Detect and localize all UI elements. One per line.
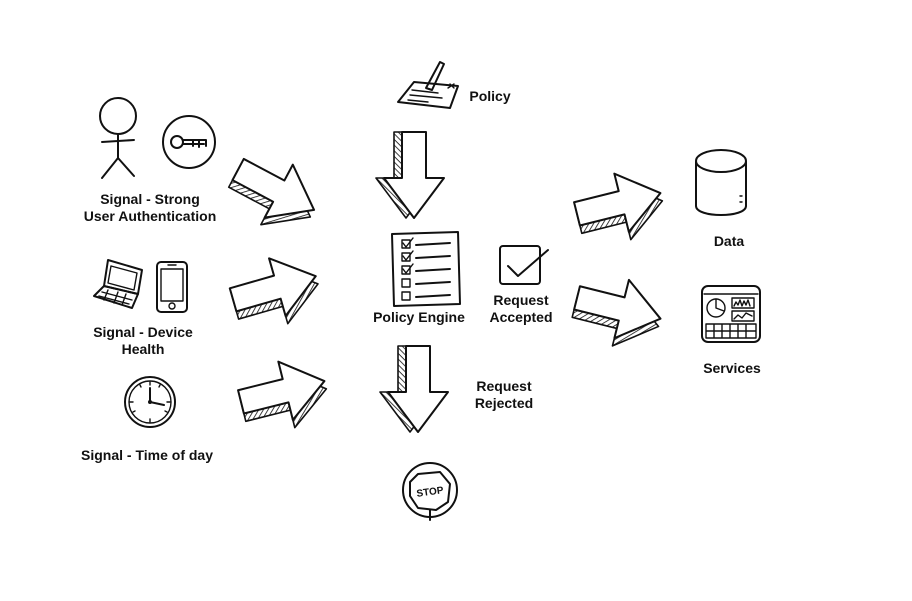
signal-time-label: Signal - Time of day: [81, 447, 213, 463]
laptop-icon: [93, 259, 143, 309]
arrow-engine-to-rejected: [379, 345, 449, 433]
dashboard-icon: [701, 285, 761, 343]
request-accepted-label: Request Accepted: [489, 292, 553, 325]
database-icon: [695, 149, 747, 216]
arrow-time-to-engine: [232, 350, 335, 440]
checkmark-icon: [499, 245, 549, 285]
smartphone-icon: [156, 261, 188, 313]
signal-auth-label: Signal - Strong User Authentication: [83, 191, 217, 224]
arrow-accepted-to-services: [566, 267, 669, 357]
stop-sign-icon: STOP: [402, 462, 458, 521]
stop-sign-text: STOP: [416, 485, 445, 500]
policy-engine-label: Policy Engine: [373, 309, 465, 325]
arrow-auth-to-engine: [219, 142, 330, 245]
request-rejected-label: Request Rejected: [474, 378, 534, 411]
clock-icon: [124, 376, 176, 428]
arrow-device-to-engine: [223, 246, 328, 338]
person-icon: [99, 97, 137, 179]
checklist-icon: [391, 231, 461, 307]
signed-document-icon: [397, 61, 459, 109]
arrow-policy-to-engine: [375, 131, 445, 219]
policy-label: Policy: [469, 88, 511, 104]
signal-device-label: Signal - Device Health: [93, 324, 193, 357]
key-icon: [162, 115, 216, 169]
services-label: Services: [703, 360, 761, 376]
data-label: Data: [713, 233, 745, 249]
arrow-accepted-to-data: [568, 162, 671, 252]
